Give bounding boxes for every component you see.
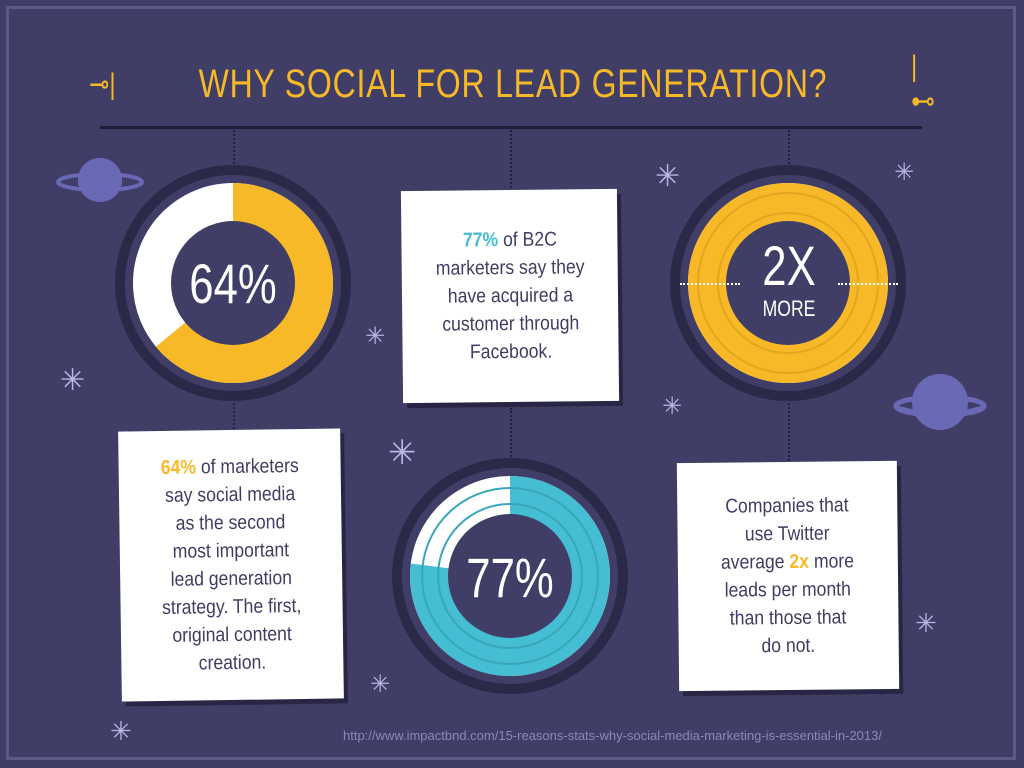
sparkle-icon: ✳	[655, 160, 681, 193]
sparkle-icon: ✳	[662, 393, 683, 420]
card-line: lead generation	[170, 567, 293, 591]
source-link[interactable]: http://www.impactbnd.com/15-reasons-stat…	[343, 728, 882, 743]
card-line: of B2C	[502, 228, 557, 252]
card-line: Facebook.	[469, 340, 552, 364]
card-highlight: 2x	[789, 550, 810, 573]
sparkle-icon: ✳	[60, 364, 86, 397]
card-line: than those that	[730, 606, 847, 630]
donut-chart-2x	[670, 165, 906, 401]
sparkle-icon: ✳	[370, 671, 391, 698]
connector-line	[788, 130, 790, 180]
card-line: as the second	[175, 511, 286, 535]
connector-line	[510, 408, 512, 468]
stat-2x-sub: MORE	[762, 296, 816, 321]
card-line: have acquired a	[447, 284, 573, 308]
card-line: marketers say they	[435, 256, 585, 280]
card-line: average	[721, 551, 786, 574]
connector-line	[510, 130, 512, 192]
connector-line	[233, 130, 235, 180]
card-line: of marketers	[200, 455, 299, 479]
card-line: most important	[172, 539, 290, 563]
card-line: more	[814, 550, 855, 573]
card-line: original content	[172, 623, 292, 647]
stat-64-value: 64%	[189, 252, 277, 315]
donut-chart-77	[392, 458, 628, 694]
donut-chart-64	[115, 165, 351, 401]
connector-line	[233, 396, 235, 432]
card-line: leads per month	[724, 578, 852, 602]
stat-card-twitter: Companies that use Twitter average 2x mo…	[676, 460, 900, 692]
sparkle-icon: ✳	[894, 159, 915, 186]
header-rule	[100, 126, 922, 129]
connector-line	[838, 283, 898, 285]
sparkle-icon: ✳	[915, 608, 937, 638]
connector-line	[788, 396, 790, 464]
card-line: do not.	[761, 634, 816, 658]
card-line: creation.	[198, 651, 267, 675]
stat-card-marketers: 64% of marketers say social media as the…	[118, 428, 344, 702]
page-title: WHY SOCIAL FOR LEAD GENERATION?	[199, 61, 828, 106]
sparkle-icon: ✳	[110, 716, 132, 746]
card-highlight: 64%	[160, 456, 197, 479]
sparkle-icon: ✳	[388, 434, 417, 472]
header: ⊸| WHY SOCIAL FOR LEAD GENERATION? |⊷	[89, 50, 936, 118]
page-frame	[6, 6, 1016, 760]
card-line: strategy. The first,	[161, 595, 302, 619]
card-line: use Twitter	[745, 522, 831, 546]
title-ornament-right: |⊷	[911, 49, 936, 118]
card-line: customer through	[441, 312, 579, 336]
stat-77-value: 77%	[466, 546, 554, 609]
stat-2x-value: 2X	[762, 234, 816, 297]
title-ornament-left: ⊸|	[88, 67, 116, 101]
connector-line	[680, 283, 740, 285]
planet-icon	[56, 158, 144, 202]
stat-card-facebook: 77% of B2C marketers say they have acqui…	[400, 188, 620, 404]
card-line: Companies that	[725, 494, 850, 518]
card-highlight: 77%	[462, 229, 498, 252]
card-line: say social media	[164, 483, 296, 507]
sparkle-icon: ✳	[365, 323, 386, 350]
planet-icon	[893, 374, 987, 430]
